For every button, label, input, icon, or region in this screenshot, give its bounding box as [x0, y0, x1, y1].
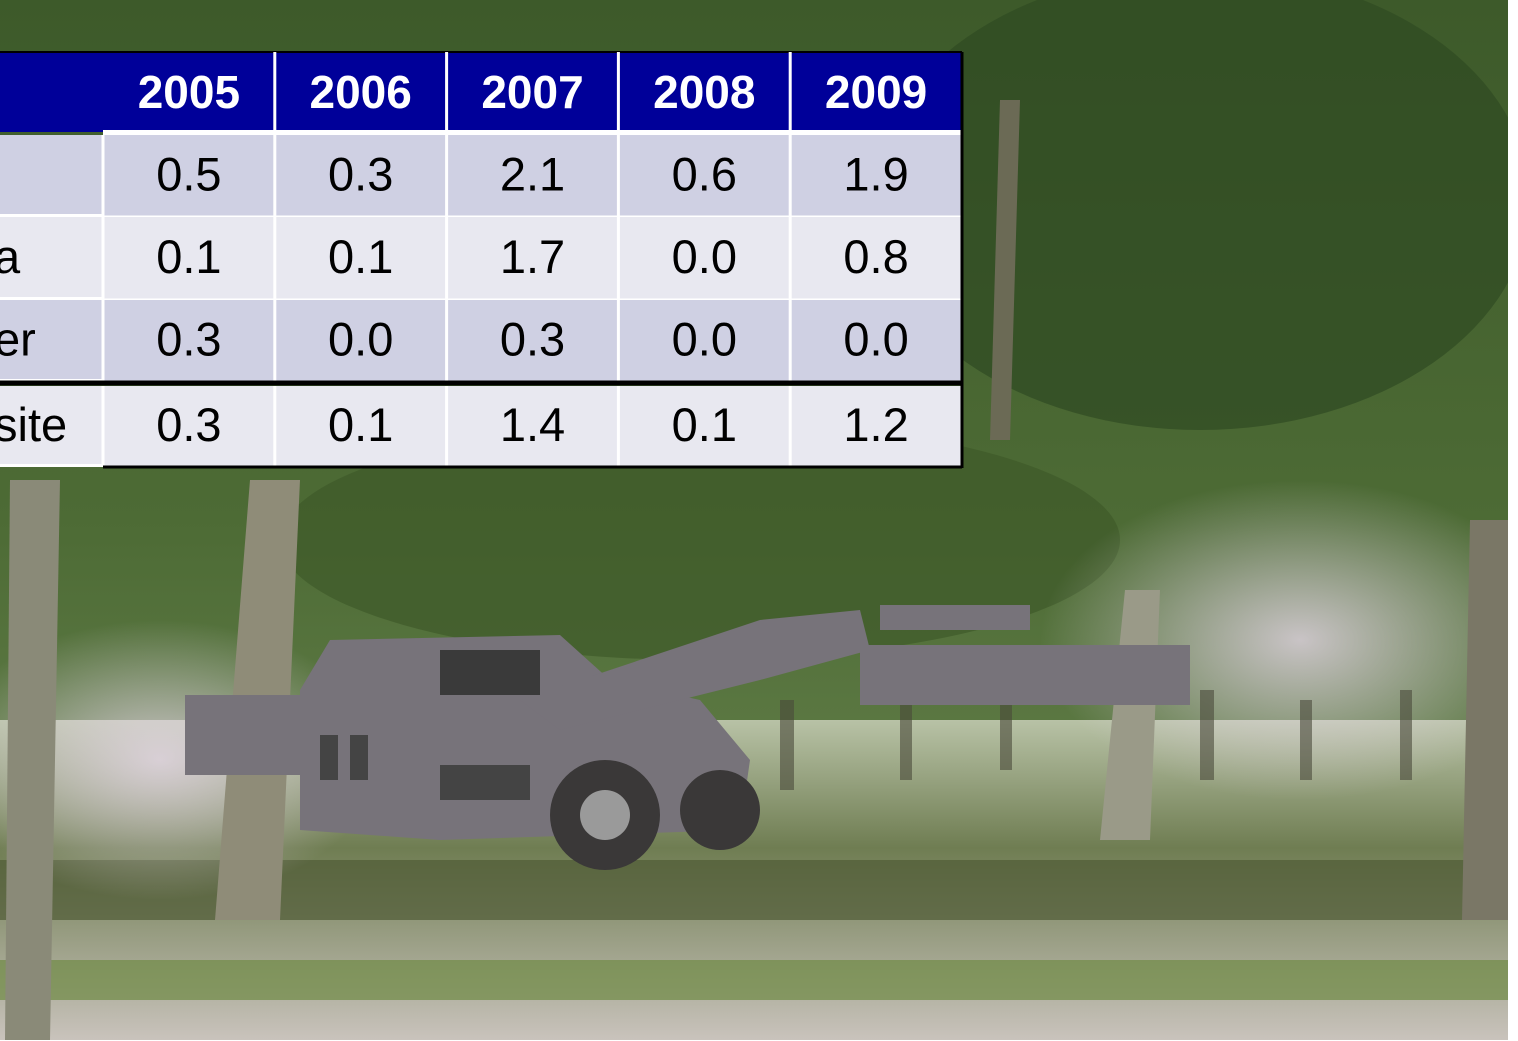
page: {"table": { "header": ["2005", "2006", "…	[0, 0, 1518, 1041]
row-label: er	[0, 312, 36, 365]
data-table: 0.5 0.3 2.1 0.6 1.9 a 0.1 0.1 1.7 0.0 0.8 er 0.3 0.0 0…	[0, 0, 965, 470]
header-rule	[103, 130, 962, 135]
table-cell: 0.8	[843, 230, 908, 283]
row-background	[0, 135, 962, 217]
table-cell: 0.0	[672, 230, 737, 283]
table-cell: 2.1	[500, 147, 565, 200]
column-header: 2009	[825, 66, 927, 118]
row-background	[0, 217, 962, 300]
row-separator	[0, 214, 103, 217]
column-header: 2008	[653, 66, 755, 118]
table-cell: 1.4	[500, 398, 565, 451]
table-cell: 1.7	[500, 230, 565, 283]
table-cell: 0.3	[328, 147, 393, 200]
table-cell: 0.5	[156, 147, 221, 200]
row-label: site	[0, 398, 67, 451]
table-cell: 0.0	[843, 312, 908, 365]
table-cell: 0.1	[328, 230, 393, 283]
row-label: a	[0, 230, 21, 283]
table-cell: 0.1	[672, 398, 737, 451]
table-cell: 0.3	[156, 398, 221, 451]
table-cell: 0.3	[156, 312, 221, 365]
table-cell: 0.1	[156, 230, 221, 283]
table-cell: 1.2	[843, 398, 908, 451]
table-cell: 0.3	[500, 312, 565, 365]
column-header: 2006	[310, 66, 412, 118]
table-cell: 0.0	[328, 312, 393, 365]
row-separator	[0, 297, 103, 300]
row-background	[0, 386, 962, 467]
row-background	[0, 300, 962, 382]
column-header: 2007	[481, 66, 583, 118]
table-cell: 0.0	[672, 312, 737, 365]
table-cell: 1.9	[843, 147, 908, 200]
table-cell: 0.1	[328, 398, 393, 451]
column-header: 2005	[138, 66, 240, 118]
row-separator	[0, 464, 103, 467]
table-cell: 0.6	[672, 147, 737, 200]
